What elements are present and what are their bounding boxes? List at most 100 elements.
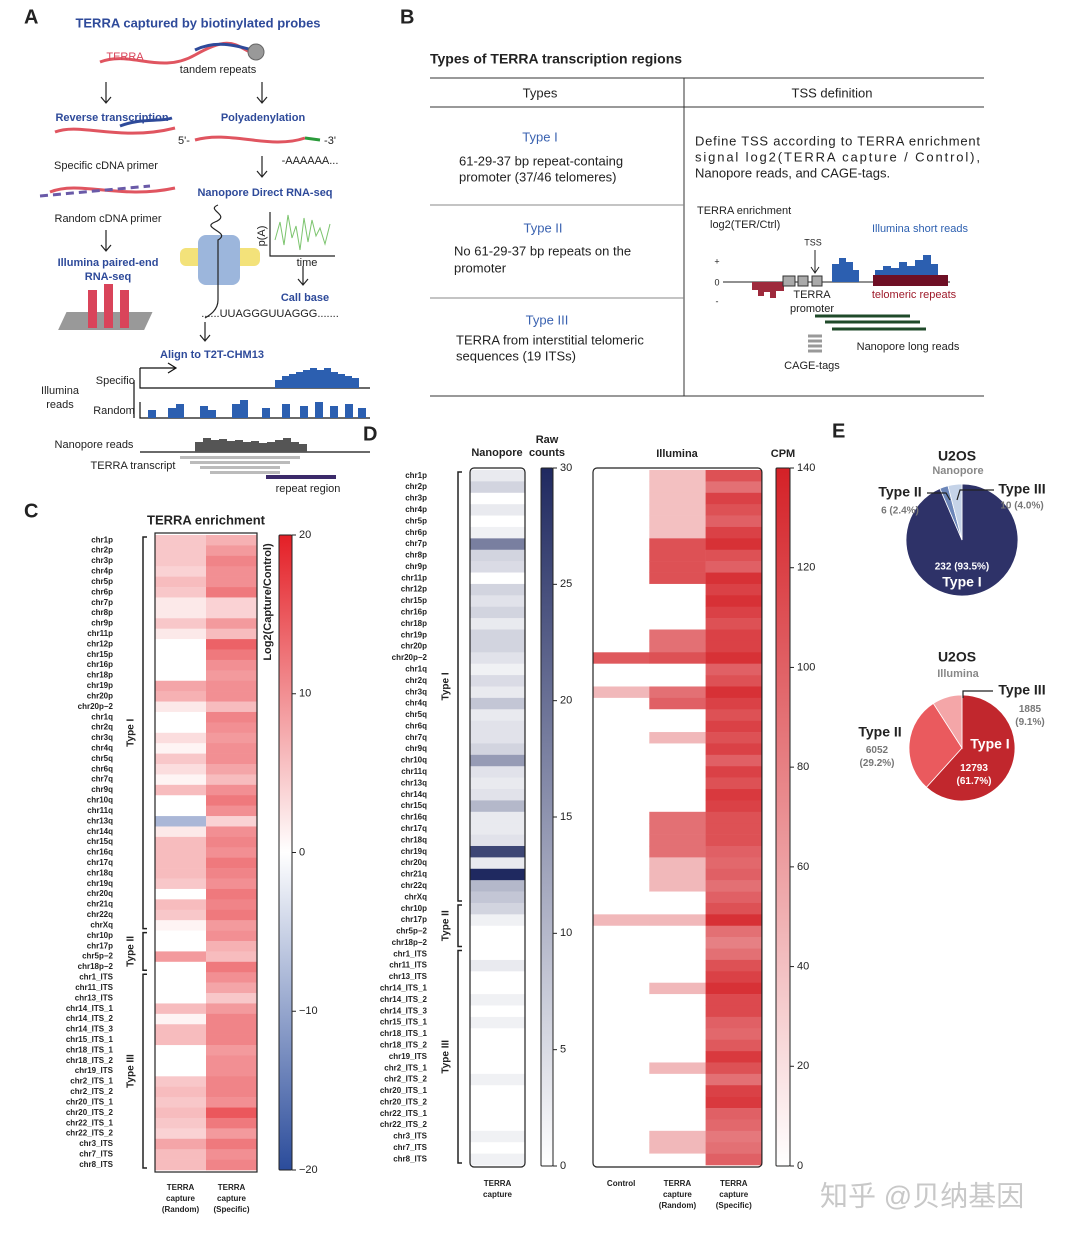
heatmap-cell — [593, 1039, 650, 1052]
cluster — [104, 284, 113, 328]
type-name: Type II — [523, 220, 562, 235]
column-label: capture — [166, 1194, 195, 1203]
heatmap-cell — [206, 920, 258, 931]
colorbar-label: counts — [529, 447, 565, 459]
heatmap-cell — [593, 902, 650, 915]
heatmap-cell — [470, 754, 526, 767]
heatmap-cell — [206, 784, 258, 796]
row-label: chr17p — [87, 941, 113, 950]
row-label: chr13_ITS — [389, 972, 428, 981]
heatmap-cell — [470, 629, 526, 642]
heatmap-cell — [649, 504, 706, 516]
heatmap-cell — [206, 722, 258, 734]
heatmap-cell — [206, 701, 258, 713]
column-label: (Specific) — [716, 1201, 752, 1210]
heatmap-cell — [705, 1130, 763, 1143]
heatmap-cell — [593, 1051, 650, 1063]
heatmap-cell — [649, 1051, 706, 1063]
row-label: chr18q — [401, 835, 427, 844]
panel-a: TERRA captured by biotinylated probes TE… — [41, 15, 340, 494]
coverage-bar — [282, 376, 289, 388]
heatmap-cell — [593, 1096, 650, 1109]
row-label: chr19p — [401, 630, 427, 639]
heatmap-cell — [470, 1073, 526, 1086]
heatmap-cell — [206, 847, 258, 859]
row-label: chr13_ITS — [75, 993, 114, 1002]
type-desc: 61-29-37 bp repeat-containg — [459, 153, 623, 168]
label: Illumina short reads — [872, 223, 968, 235]
pos-bar — [915, 260, 923, 282]
row-label: chr8p — [405, 551, 427, 560]
colorbar-tick-label: 10 — [299, 688, 311, 700]
column-label: Control — [607, 1179, 635, 1188]
colorbar — [775, 467, 791, 1167]
row-label: chr20_ITS_1 — [380, 1086, 428, 1095]
row-label: chr15q — [87, 837, 113, 846]
heatmap-cell — [470, 1130, 526, 1143]
row-label: chr5q — [405, 710, 427, 719]
step: Reverse transcription — [55, 112, 168, 124]
heatmap-cell — [649, 743, 706, 756]
heatmap-cell — [593, 697, 650, 710]
colorbar-tick-label: 20 — [560, 695, 572, 707]
heatmap-cell — [470, 845, 526, 858]
heatmap-cell — [649, 1096, 706, 1109]
neg-bar — [764, 282, 770, 292]
panel-label: D — [363, 423, 377, 445]
panel-label: C — [24, 500, 38, 522]
heatmap-cell — [470, 686, 526, 699]
heatmap-cell — [470, 902, 526, 915]
heatmap-cell — [593, 572, 650, 585]
heatmap-cell — [649, 1062, 706, 1075]
pos-bar — [883, 266, 891, 282]
heatmap-cell — [155, 535, 207, 546]
heatmap-cell — [206, 659, 258, 671]
heatmap-cell — [593, 675, 650, 687]
colorbar-tick-label: 20 — [797, 1060, 809, 1072]
heatmap-cell — [705, 583, 763, 596]
tss-text: Define TSS according to TERRA enrichment — [695, 133, 980, 148]
heatmap-cell — [470, 720, 526, 733]
heatmap-cell — [155, 816, 207, 827]
slice-label: Type III — [998, 682, 1045, 698]
coverage-bar — [296, 372, 303, 388]
column-label: (Random) — [162, 1205, 200, 1214]
tss-diagram: TERRA enrichment log2(TER/Ctrl) TSS Illu… — [697, 205, 968, 372]
heatmap-cell — [593, 481, 650, 494]
heatmap-cell — [705, 777, 763, 790]
heatmap-cell — [705, 902, 763, 915]
row-label: chr5p−2 — [396, 927, 427, 936]
heatmap-cell — [593, 1130, 650, 1143]
arrow — [100, 230, 112, 252]
heatmap-cell — [593, 561, 650, 573]
row-label: chr5q — [91, 754, 113, 763]
heatmap-cell — [593, 709, 650, 721]
column-label: TERRA — [664, 1179, 692, 1188]
colorbar-tick-label: 10 — [560, 927, 572, 939]
neg-bar — [752, 282, 758, 290]
polya — [304, 136, 321, 142]
heatmap-cell — [649, 652, 706, 664]
label: Random cDNA primer — [55, 213, 162, 225]
label: Random — [93, 405, 135, 417]
label: TERRA — [793, 289, 831, 301]
label: - — [716, 296, 719, 306]
coverage-bar — [324, 368, 331, 388]
row-label: chr7p — [405, 539, 427, 548]
heatmap-cell — [593, 515, 650, 528]
heatmap-cell — [705, 959, 763, 972]
heatmap-cell — [705, 823, 763, 835]
heatmap-cell — [470, 823, 526, 835]
panel-label: B — [400, 6, 414, 28]
heatmap-cell — [155, 670, 207, 682]
pie-slice — [932, 694, 963, 750]
heatmap-cell — [593, 652, 650, 664]
heatmap-title: Nanopore — [471, 447, 522, 459]
label: TSS — [804, 237, 822, 247]
heatmap-cell — [155, 764, 207, 775]
heatmap-cell — [593, 891, 650, 904]
coverage-bar — [330, 406, 338, 418]
cluster — [120, 290, 129, 328]
slice-label: Type I — [942, 574, 981, 590]
heatmap-cell — [649, 732, 706, 744]
